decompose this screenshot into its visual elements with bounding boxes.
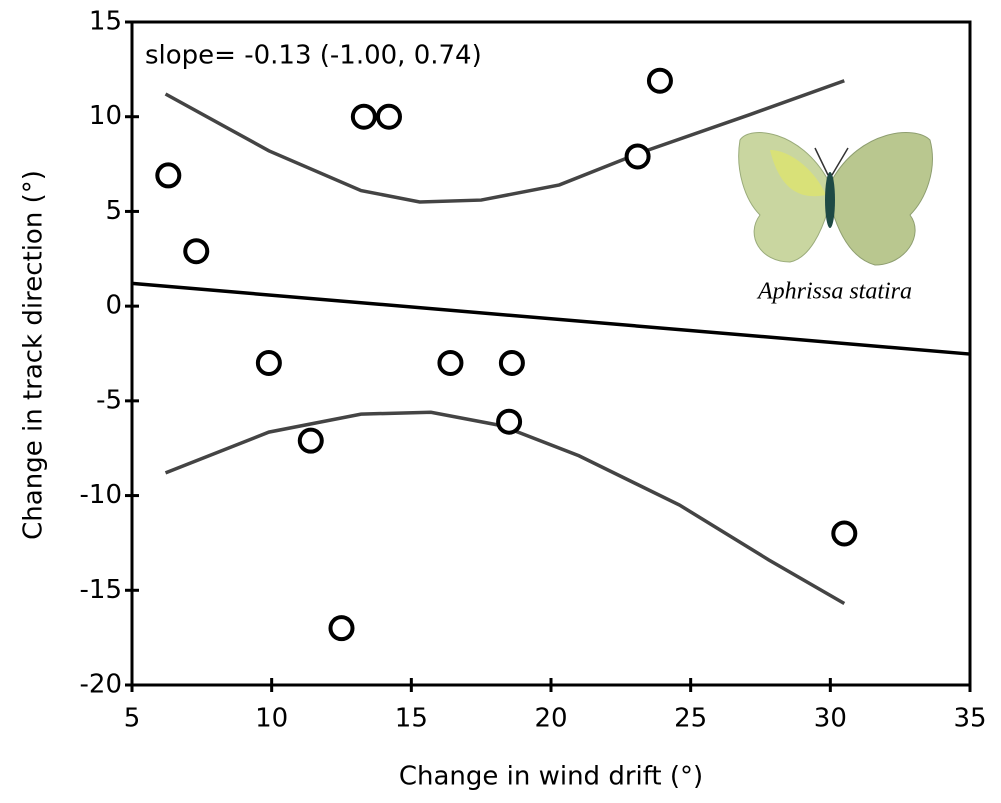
x-tick-label: 5: [124, 704, 141, 734]
y-tick-label: 5: [105, 196, 122, 226]
y-tick-label: 0: [105, 291, 122, 321]
x-tick-label: 30: [814, 704, 847, 734]
point: [624, 143, 651, 170]
y-tick-label: 10: [89, 101, 122, 131]
x-tick-label: 10: [255, 704, 288, 734]
x-tick-label: 20: [534, 704, 567, 734]
annotation: slope= -0.13 (-1.00, 0.74): [145, 41, 482, 71]
point: [328, 615, 355, 642]
point: [831, 520, 858, 547]
point: [496, 408, 523, 435]
x-tick-label: 25: [674, 704, 707, 734]
fit-line: [164, 410, 846, 606]
plot-frame: [130, 20, 972, 687]
butterfly-image: [732, 126, 940, 271]
fit-line: [131, 281, 971, 356]
point: [297, 427, 324, 454]
y-tick-label: -5: [96, 385, 122, 415]
fit-line: [164, 79, 845, 204]
image-caption: Aphrissa statira: [756, 279, 912, 305]
point: [646, 67, 673, 94]
y-tick-label: -20: [80, 670, 122, 700]
x-tick-label: 35: [953, 704, 986, 734]
point: [437, 349, 464, 376]
y-tick-label: -15: [80, 575, 122, 605]
x-tick-label: 15: [395, 704, 428, 734]
point: [375, 103, 402, 130]
point: [350, 103, 377, 130]
y-axis-label: Change in track direction (°): [19, 170, 49, 540]
y-tick-label: -10: [80, 480, 122, 510]
point: [255, 349, 282, 376]
point: [498, 349, 525, 376]
x-axis-label: Change in wind drift (°): [399, 762, 703, 792]
point: [155, 162, 182, 189]
y-tick-label: 15: [89, 7, 122, 37]
point: [183, 238, 210, 265]
